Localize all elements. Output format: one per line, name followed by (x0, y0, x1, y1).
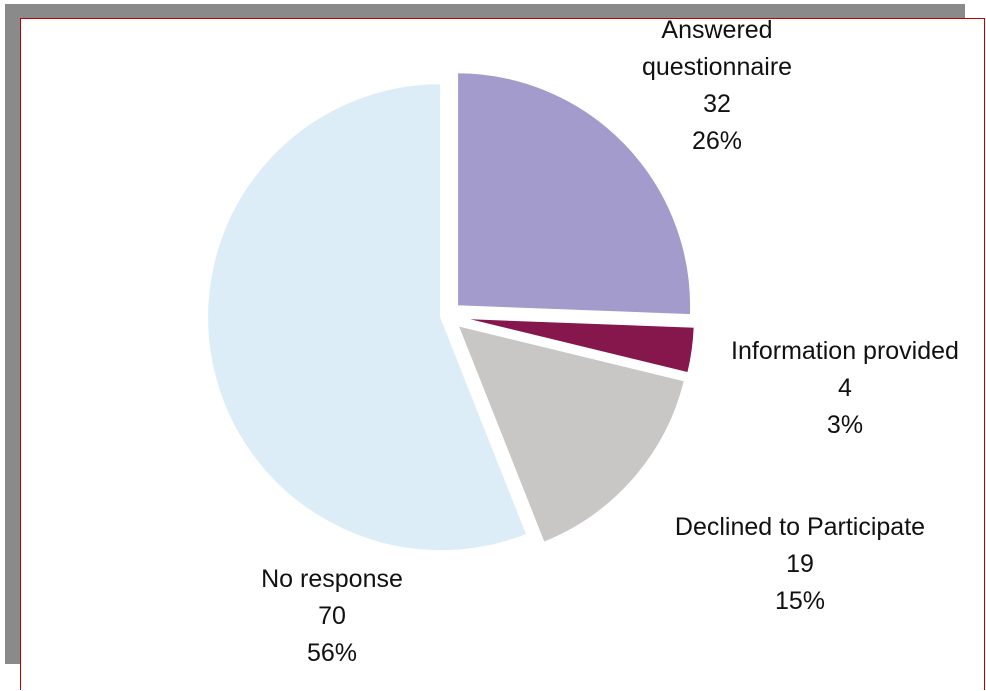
slice-label: No response 70 56% (202, 561, 462, 672)
label-percent: 26% (691, 127, 743, 155)
label-percent: 3% (826, 411, 864, 439)
pie-slice (456, 71, 693, 317)
label-name: Declined to Participate (674, 513, 926, 541)
pie-slice (455, 323, 687, 545)
label-percent: 56% (306, 639, 358, 667)
pie-slice (460, 316, 696, 375)
label-value: 19 (786, 550, 814, 578)
slice-label: Information provided 4 3% (695, 333, 986, 444)
label-name: Information provided (731, 337, 959, 365)
pie-slice (206, 82, 529, 553)
label-percent: 15% (774, 587, 826, 615)
label-value: 70 (318, 602, 346, 630)
label-name: No response (261, 565, 403, 593)
label-value: 32 (703, 90, 731, 118)
label-name: Answered questionnaire (641, 16, 793, 81)
slice-label: Answered questionnaire 32 26% (632, 12, 802, 160)
slice-label: Declined to Participate 19 15% (630, 509, 970, 620)
label-value: 4 (838, 374, 852, 402)
